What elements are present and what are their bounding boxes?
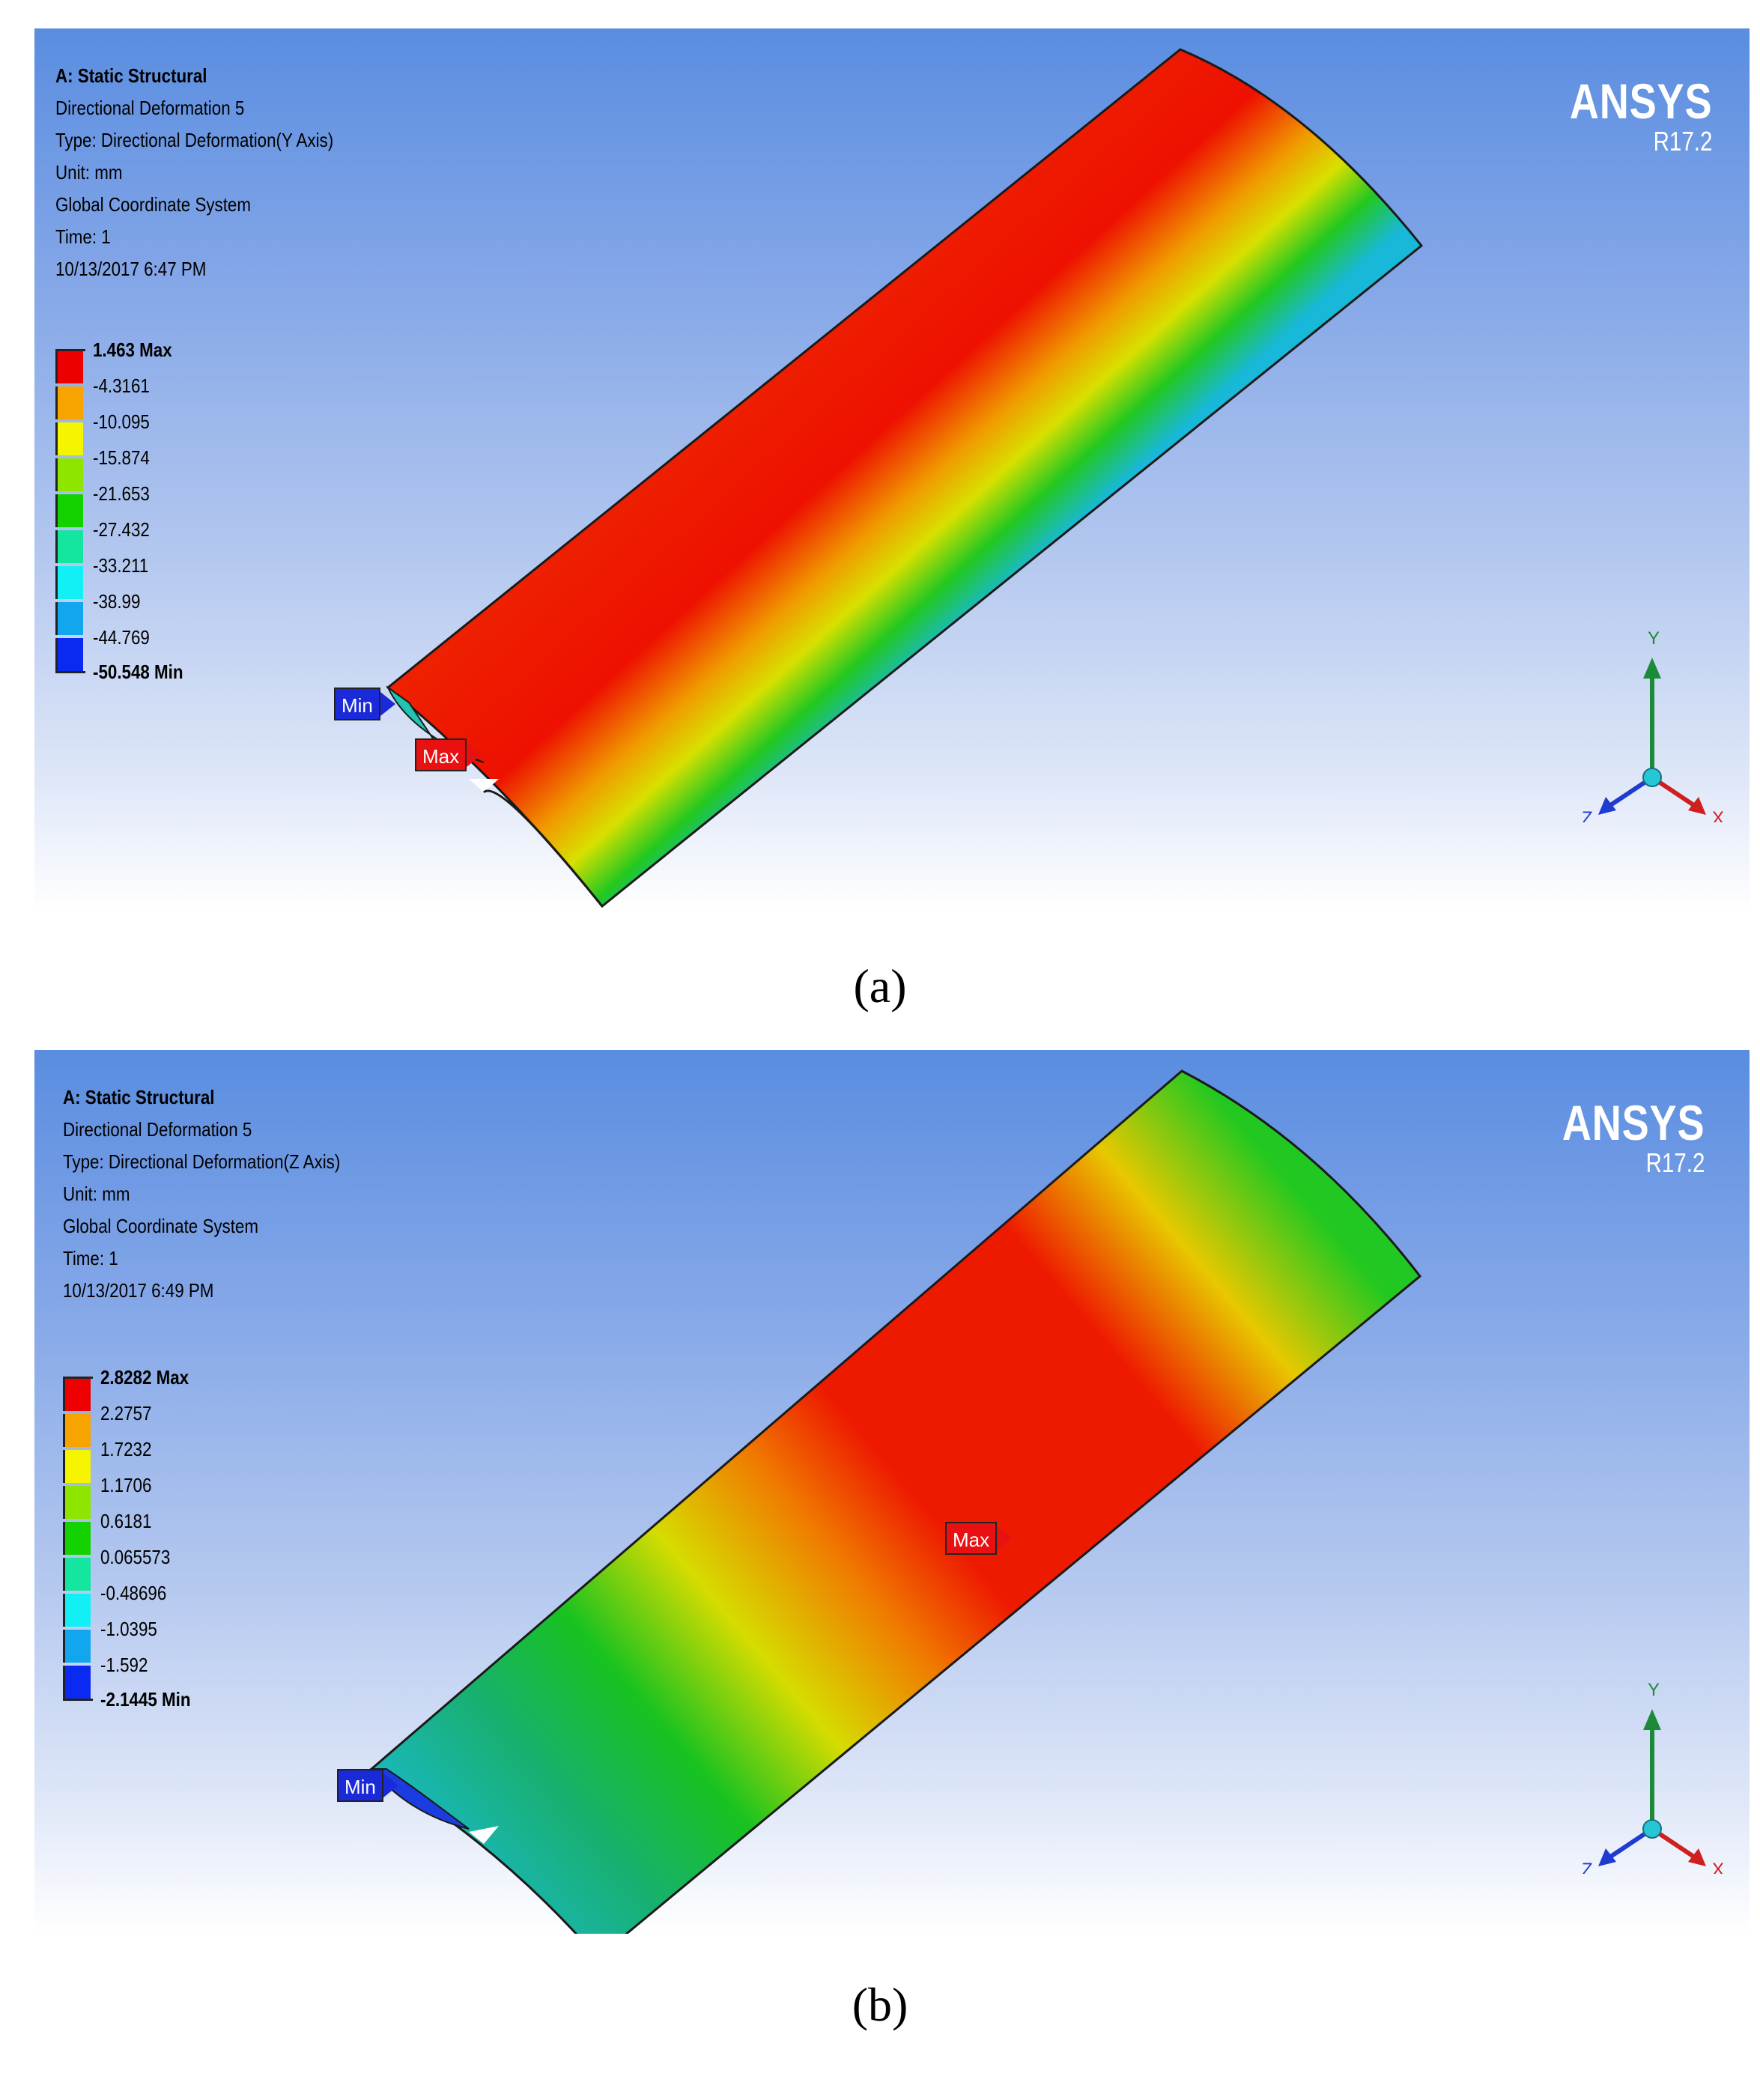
legend-label: -21.653	[93, 482, 150, 505]
axis-x-label: X	[1712, 808, 1724, 822]
axis-z-label: Z	[1582, 808, 1593, 822]
legend-label: -1.0395	[100, 1618, 157, 1640]
legend-swatch	[55, 350, 83, 383]
axis-x-label: X	[1712, 1860, 1724, 1874]
legend-min-label: -2.1445 Min	[100, 1688, 191, 1711]
coordinate-triad-b[interactable]: Y Z X	[1562, 1679, 1727, 1874]
legend-swatch	[55, 386, 83, 419]
legend-swatch	[63, 1378, 91, 1411]
legend-swatch	[55, 494, 83, 527]
legend-swatch	[63, 1486, 91, 1519]
legend-swatch	[63, 1630, 91, 1663]
airfoil-model-a[interactable]	[34, 28, 1750, 912]
brand-name: ANSYS	[1569, 73, 1712, 129]
caption-b: (b)	[852, 1978, 908, 2031]
legend-label: -33.211	[93, 554, 149, 577]
legend-tick	[63, 1699, 93, 1701]
legend-swatch	[55, 566, 83, 599]
result-unit: Unit: mm	[55, 161, 123, 183]
legend-swatch	[63, 1414, 91, 1447]
ansys-logo: ANSYS R17.2	[1531, 1096, 1705, 1177]
result-date: 10/13/2017 6:49 PM	[63, 1279, 214, 1302]
legend-min-label: -50.548 Min	[93, 661, 183, 683]
legend-swatch	[55, 530, 83, 563]
legend-label: -4.3161	[93, 374, 150, 397]
result-type: Type: Directional Deformation(Z Axis)	[63, 1150, 341, 1173]
legend-label: -44.769	[93, 626, 150, 649]
result-unit: Unit: mm	[63, 1183, 130, 1205]
legend-swatch	[63, 1666, 91, 1699]
legend-label: -38.99	[93, 590, 141, 613]
analysis-title: A: Static Structural	[63, 1086, 215, 1108]
legend-swatch	[63, 1522, 91, 1555]
legend-swatch	[55, 638, 83, 671]
legend-label: 0.065573	[100, 1546, 171, 1568]
result-date: 10/13/2017 6:47 PM	[55, 258, 207, 280]
legend-label: -15.874	[93, 446, 150, 469]
axis-y-label: Y	[1648, 628, 1660, 649]
airfoil-surface	[386, 48, 1424, 908]
legend-max-label: 1.463 Max	[93, 339, 172, 361]
coordinate-triad-a[interactable]: Y Z X	[1562, 628, 1727, 822]
caption-a: (a)	[853, 959, 907, 1013]
airfoil-model-b[interactable]	[34, 1050, 1750, 1934]
coordinate-system: Global Coordinate System	[55, 193, 251, 216]
max-probe-tag[interactable]: Max	[415, 738, 482, 771]
result-time: Time: 1	[55, 225, 111, 248]
airfoil-surface	[369, 1069, 1422, 1934]
brand-version: R17.2	[1645, 1147, 1705, 1178]
legend-swatch	[55, 602, 83, 635]
analysis-title: A: Static Structural	[55, 64, 207, 87]
result-name: Directional Deformation 5	[63, 1118, 252, 1141]
brand-version: R17.2	[1653, 126, 1712, 157]
axis-y-label: Y	[1648, 1680, 1660, 1700]
min-probe-tag[interactable]: Min	[334, 688, 395, 720]
legend-swatch	[63, 1594, 91, 1627]
legend-tick	[55, 349, 85, 351]
result-name: Directional Deformation 5	[55, 97, 245, 119]
legend-swatch	[55, 458, 83, 491]
legend-max-label: 2.8282 Max	[100, 1366, 189, 1389]
legend-label: 1.7232	[100, 1438, 152, 1460]
max-probe-tag[interactable]: Max	[945, 1522, 1013, 1555]
result-type: Type: Directional Deformation(Y Axis)	[55, 129, 334, 151]
airfoil-slot	[469, 779, 499, 792]
result-viewport-a[interactable]: A: Static Structural Directional Deforma…	[34, 28, 1750, 912]
legend-label: -1.592	[100, 1654, 148, 1676]
ansys-logo: ANSYS R17.2	[1538, 75, 1712, 156]
airfoil-slot	[469, 1826, 499, 1844]
legend-tick	[55, 671, 85, 673]
legend-swatch	[63, 1450, 91, 1483]
legend-label: 1.1706	[100, 1474, 152, 1496]
airfoil-edge	[482, 789, 604, 907]
legend-label: 0.6181	[100, 1510, 152, 1532]
result-info-a: A: Static Structural Directional Deforma…	[55, 60, 333, 285]
axis-z-label: Z	[1582, 1860, 1593, 1874]
result-time: Time: 1	[63, 1247, 118, 1269]
result-info-b: A: Static Structural Directional Deforma…	[63, 1081, 340, 1307]
legend-label: -10.095	[93, 410, 150, 433]
coordinate-system: Global Coordinate System	[63, 1215, 258, 1237]
result-viewport-b[interactable]: A: Static Structural Directional Deforma…	[34, 1050, 1750, 1934]
brand-name: ANSYS	[1562, 1095, 1705, 1150]
legend-label: -27.432	[93, 518, 150, 541]
legend-swatch	[63, 1558, 91, 1591]
legend-swatch	[55, 422, 83, 455]
min-probe-tag[interactable]: Min	[337, 1769, 398, 1802]
legend-label: -0.48696	[100, 1582, 167, 1604]
legend-tick	[63, 1377, 93, 1379]
legend-label: 2.2757	[100, 1402, 152, 1424]
